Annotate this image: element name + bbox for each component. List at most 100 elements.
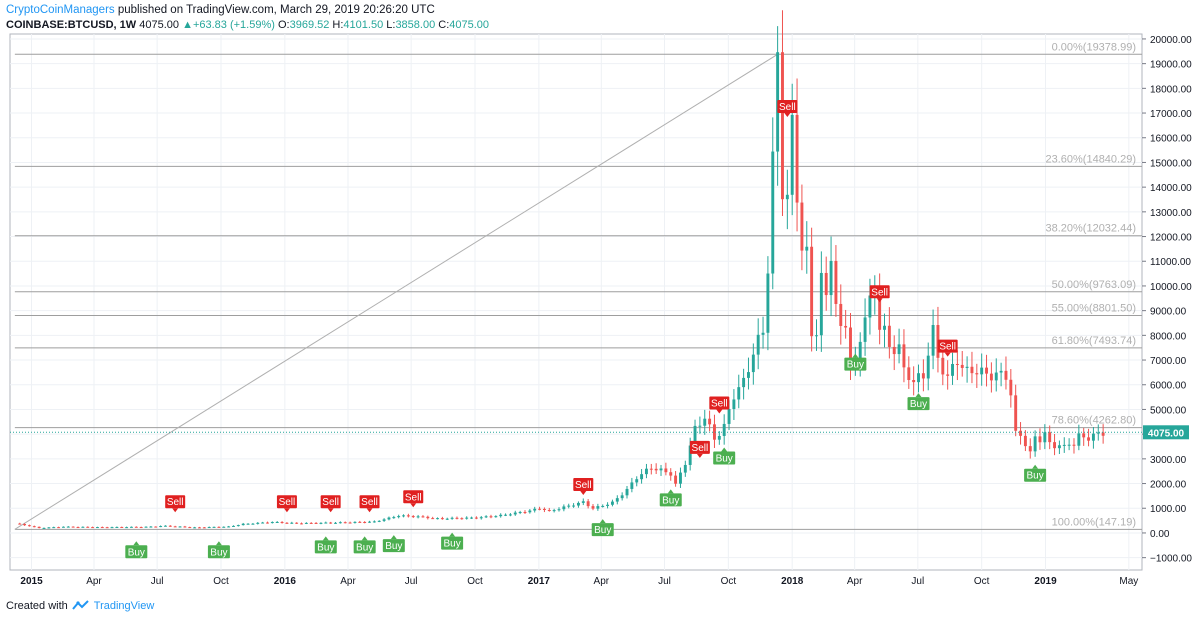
candle-body (470, 517, 474, 519)
x-tick-label: 2016 (274, 576, 297, 587)
x-tick-label: Oct (721, 576, 737, 587)
sell-signal: Sell (359, 495, 380, 513)
x-tick-label: 2017 (528, 576, 551, 587)
tradingview-logo-icon (71, 600, 89, 610)
buy-signal-box (1024, 468, 1047, 482)
last-price-badge (1143, 425, 1189, 440)
signal-label: Buy (128, 547, 145, 558)
candle-body (955, 363, 959, 365)
candle-body (591, 506, 595, 509)
created-with-text: Created with (6, 600, 68, 612)
candle-body (552, 510, 556, 512)
candle-body (436, 518, 439, 520)
open-label: O: (277, 19, 290, 31)
header-line-1: CryptoCoinManagers published on TradingV… (6, 3, 489, 18)
candle-body (222, 526, 226, 528)
buy-signal-box (441, 536, 464, 550)
candle-body (300, 523, 303, 525)
candle-body (688, 445, 692, 465)
signal-label: Buy (594, 525, 611, 536)
candle-body (742, 377, 746, 388)
candle-body (785, 194, 789, 200)
sell-arrow-icon (716, 409, 723, 414)
candle-body (533, 508, 537, 511)
signal-label: Buy (716, 453, 733, 464)
time-axis[interactable]: 2015 Apr Jul Oct 2016 Apr Jul Oct 2017 Apr Jul Oct 2… (20, 576, 1138, 587)
signal-label: Sell (279, 497, 296, 508)
candle-body (66, 526, 70, 528)
publisher-name[interactable]: CryptoCoinManagers (6, 4, 115, 16)
fib-level-label: 100.00%(147.19) (1052, 516, 1136, 528)
buy-arrow-icon (449, 532, 456, 537)
candle-body (606, 504, 610, 506)
signal-label: Sell (692, 443, 709, 454)
candle-body (397, 516, 401, 518)
buy-arrow-icon (599, 519, 606, 524)
candle-body (91, 527, 95, 529)
sell-signal: Sell (689, 440, 710, 458)
candle-body (295, 522, 299, 524)
candle-body (960, 364, 964, 368)
buy-signal-box (314, 540, 337, 554)
low-label: L: (386, 19, 396, 31)
candle-body (1077, 433, 1081, 446)
candle-body (844, 325, 848, 328)
candle-body (416, 516, 420, 518)
candle-body (625, 488, 629, 496)
sell-arrow-icon (327, 508, 334, 513)
candle-body (494, 516, 498, 518)
buy-signal: Buy (591, 519, 614, 537)
candle-body (902, 344, 906, 368)
candle-body (693, 425, 697, 446)
candle-body (513, 512, 517, 515)
buy-arrow-icon (133, 541, 140, 546)
candle-body (100, 527, 104, 529)
candle-body (863, 317, 867, 342)
candle-body (193, 527, 197, 529)
candle-body (168, 525, 172, 527)
price-axis[interactable]: 20000.00 19000.00 18000.00 17000.00 16000.00… (1142, 35, 1192, 565)
candle-body (304, 522, 308, 524)
candle-body (713, 424, 716, 440)
signal-label: Buy (910, 399, 927, 410)
candle-body (946, 374, 950, 376)
tradingview-brand[interactable]: TradingView (93, 600, 155, 612)
candle-body (280, 521, 284, 523)
buy-signal: Buy (713, 447, 736, 465)
signal-label: Sell (405, 492, 422, 503)
sell-arrow-icon (366, 508, 373, 513)
candle-body (431, 518, 435, 520)
candle-body (115, 526, 119, 528)
candle-body (941, 357, 945, 375)
candle-body (246, 523, 250, 525)
candle-body (173, 526, 177, 528)
x-tick-label: Oct (467, 576, 483, 587)
signal-label: Buy (317, 542, 334, 553)
candle-body (504, 514, 508, 516)
fibonacci-retracement[interactable]: 0.00%(19378.99) 23.60%(14840.29) 38.20%(12… (14, 41, 1142, 530)
candle-body (52, 527, 56, 529)
y-tick-label: 8000.00 (1150, 331, 1187, 342)
candle-body (761, 332, 765, 335)
candlestick-series (18, 10, 1105, 529)
buy-signal: Buy (441, 532, 464, 550)
buy-signal: Buy (353, 536, 376, 554)
y-tick-label: 2000.00 (1150, 480, 1187, 491)
candle-body (387, 517, 391, 520)
candle-body (110, 527, 114, 529)
buy-signal-box (382, 539, 405, 553)
candle-body (771, 151, 775, 274)
candle-body (907, 367, 911, 381)
sell-signal: Sell (709, 396, 730, 414)
candle-body (1023, 435, 1027, 447)
candle-body (183, 526, 187, 528)
candle-body (620, 495, 624, 499)
fib-level-label: 23.60%(14840.29) (1045, 153, 1136, 165)
candle-body (232, 525, 235, 527)
candle-body (275, 521, 279, 523)
candle-body (989, 373, 993, 381)
candle-body (601, 505, 605, 507)
high-value: 4101.50 (343, 19, 384, 31)
buy-signal-box (659, 493, 682, 507)
